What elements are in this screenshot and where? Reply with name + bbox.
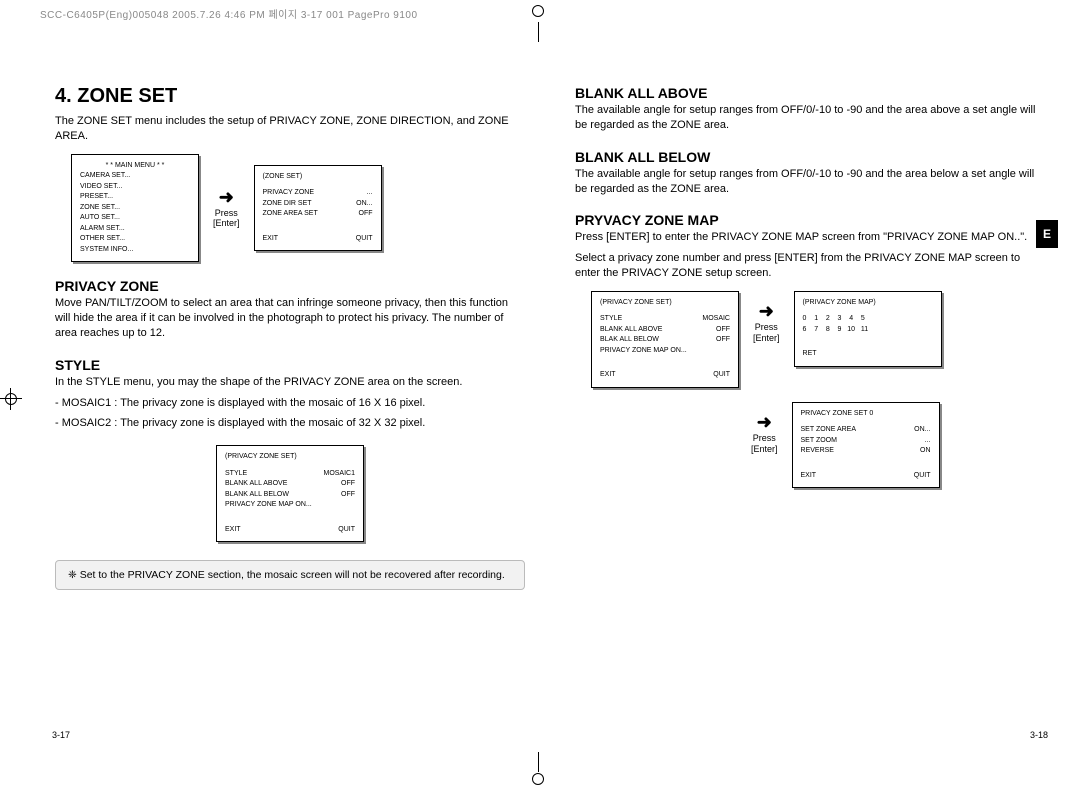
- page-number-right: 3-18: [1030, 730, 1048, 740]
- heading-style: STYLE: [55, 357, 525, 373]
- intro-text: The ZONE SET menu includes the setup of …: [55, 114, 525, 144]
- privacy-zone-map-box: (PRIVACY ZONE MAP) 0 1 2 3 4 5 6 7 8 9 1…: [794, 291, 942, 367]
- arrow-icon: ➜: [751, 412, 778, 433]
- page-title: 4. ZONE SET: [55, 85, 525, 108]
- press-enter-label: Press[Enter]: [753, 322, 780, 344]
- privacy-map-text-2: Select a privacy zone number and press […: [575, 251, 1045, 281]
- main-menu-box: * * MAIN MENU * * CAMERA SET... VIDEO SE…: [71, 154, 199, 263]
- privacy-zone-set-box: (PRIVACY ZONE SET) STYLEMOSAIC1 BLANK AL…: [216, 445, 364, 542]
- zone-set-box: (ZONE SET) PRIVACY ZONE... ZONE DIR SETO…: [254, 165, 382, 252]
- privacy-map-text-1: Press [ENTER] to enter the PRIVACY ZONE …: [575, 230, 1045, 245]
- crop-mark-left: [0, 388, 22, 415]
- style-text-3: - MOSAIC2 : The privacy zone is displaye…: [55, 416, 525, 431]
- heading-privacy-map: PRYVACY ZONE MAP: [575, 212, 1045, 228]
- page-left: 4. ZONE SET The ZONE SET menu includes t…: [55, 55, 525, 590]
- crop-mark-top: [532, 4, 544, 42]
- heading-blank-below: BLANK ALL BELOW: [575, 149, 1045, 165]
- note-box: ❈ Set to the PRIVACY ZONE section, the m…: [55, 560, 525, 590]
- header-meta: SCC-C6405P(Eng)005048 2005.7.26 4:46 PM …: [40, 6, 418, 21]
- press-enter-label: Press[Enter]: [213, 208, 240, 230]
- page-number-left: 3-17: [52, 730, 70, 740]
- style-text-1: In the STYLE menu, you may the shape of …: [55, 375, 525, 390]
- crop-mark-bottom: [532, 752, 544, 790]
- privacy-zone-set-0-box: PRIVACY ZONE SET 0 SET ZONE AREAON... SE…: [792, 402, 940, 489]
- privacy-zone-text: Move PAN/TILT/ZOOM to select an area tha…: [55, 296, 525, 341]
- heading-blank-above: BLANK ALL ABOVE: [575, 85, 1045, 101]
- page-right: BLANK ALL ABOVE The available angle for …: [575, 55, 1045, 488]
- privacy-zone-set-box-2: (PRIVACY ZONE SET) STYLEMOSAIC BLANK ALL…: [591, 291, 739, 388]
- press-enter-label: Press[Enter]: [751, 433, 778, 455]
- arrow-icon: ➜: [213, 187, 240, 208]
- arrow-icon: ➜: [753, 301, 780, 322]
- blank-above-text: The available angle for setup ranges fro…: [575, 103, 1045, 133]
- heading-privacy-zone: PRIVACY ZONE: [55, 278, 525, 294]
- style-text-2: - MOSAIC1 : The privacy zone is displaye…: [55, 396, 525, 411]
- blank-below-text: The available angle for setup ranges fro…: [575, 167, 1045, 197]
